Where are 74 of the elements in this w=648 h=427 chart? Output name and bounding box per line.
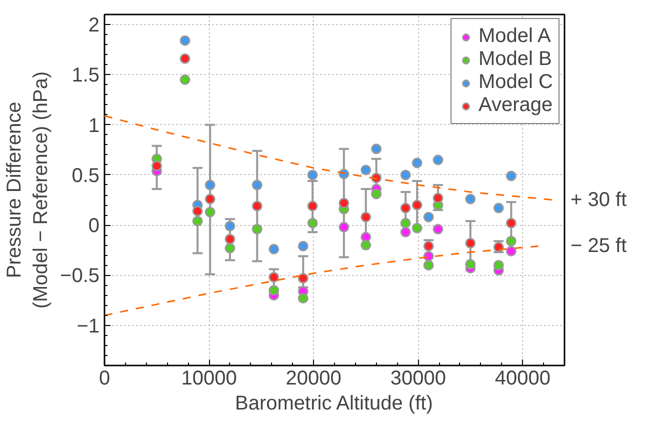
point [298,293,308,304]
point [360,164,372,176]
point [298,273,308,284]
legend-label: Model B [478,48,552,71]
point [307,170,318,180]
point [423,260,434,270]
point [338,198,350,208]
point [412,158,422,168]
point [400,202,411,214]
point [400,170,411,180]
line-series [104,245,540,316]
line-series [104,115,555,201]
legend-label: Model A [478,25,551,48]
point [204,194,216,204]
point [224,234,236,244]
point [152,160,162,172]
point [465,238,476,248]
legend-label: Model C [478,71,553,94]
x-tick-label: 40000 [494,368,550,390]
point [506,170,516,182]
y-tick-label: 2 [88,14,100,37]
y-axis-title: Pressure Difference (Model − Reference) (hPa) [4,71,52,309]
point [432,154,444,166]
point [493,202,504,214]
point [204,180,216,190]
point [506,236,516,246]
point [432,192,444,204]
point [307,218,318,228]
point [423,240,434,252]
x-axis-title: Barometric Altitude (ft) [235,392,433,414]
point [412,222,422,234]
point [298,240,308,252]
point [192,206,203,216]
point [224,220,236,232]
point [268,244,280,254]
point [307,200,318,212]
point [360,240,372,250]
y-tick-label: 0.5 [72,164,100,187]
point [204,206,216,218]
legend-label: Average [478,94,553,117]
y-tick-label: −1 [76,315,100,338]
point [252,200,262,212]
point [400,226,411,238]
point [268,272,280,282]
x-tick-label: 10000 [181,368,237,390]
point [180,74,190,85]
point [224,242,236,254]
point [465,258,476,270]
series-label: − 25 ft [570,235,628,258]
point [268,285,280,296]
series-label: + 30 ft [570,189,628,212]
x-tick-label: 30000 [390,368,446,390]
y-tick-label: −0.5 [60,265,100,288]
point [400,218,411,228]
point [252,224,262,234]
point [506,218,516,228]
y-tick-label: 1.5 [72,64,100,87]
y-tick-label: 0 [88,215,100,238]
x-tick-label: 20000 [286,368,342,390]
point [423,212,434,222]
point [371,188,382,200]
point [423,250,434,262]
point [338,222,350,232]
point [371,144,382,154]
point [180,53,190,64]
point [360,212,372,222]
point [412,200,422,210]
point [465,194,476,204]
point [180,35,190,46]
point [493,260,504,270]
point [252,180,262,190]
point [432,224,444,234]
y-tick-label: 1 [88,114,100,137]
point [192,216,203,226]
